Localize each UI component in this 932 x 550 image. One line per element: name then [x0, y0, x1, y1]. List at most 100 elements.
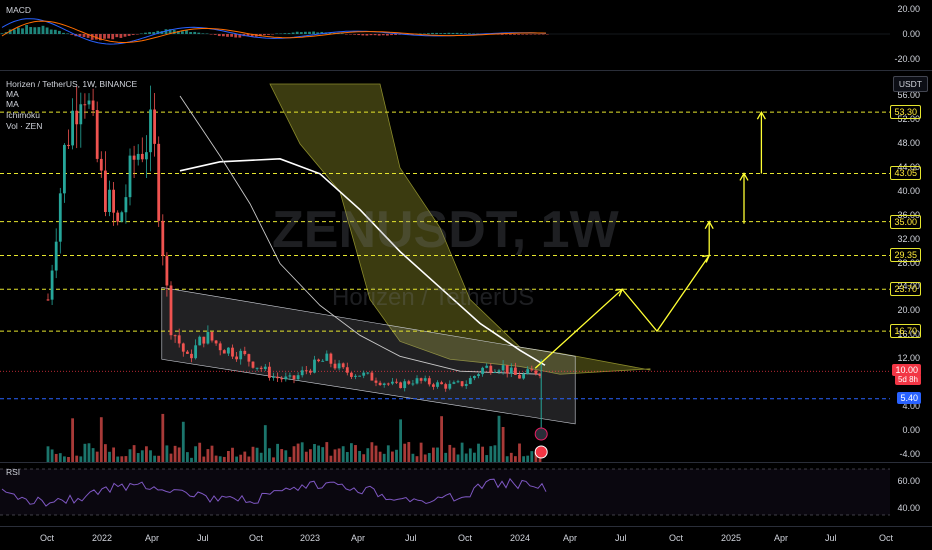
volume-bar	[243, 451, 247, 462]
macd-histogram-bar	[168, 29, 172, 34]
volume-bar	[108, 451, 111, 462]
volume-bar	[370, 442, 374, 462]
macd-histogram-bar	[66, 33, 69, 34]
candle-body	[263, 366, 267, 369]
indicator-ma-2[interactable]: MA	[6, 99, 19, 109]
macd-histogram-bar	[271, 34, 274, 35]
candle-body	[300, 370, 304, 376]
macd-histogram-bar	[525, 34, 529, 35]
candle-body	[530, 369, 534, 371]
candle-body	[58, 193, 62, 242]
projection-arrowhead	[739, 172, 749, 181]
candle-body	[518, 374, 521, 379]
pane-separator[interactable]	[0, 70, 932, 71]
macd-histogram-bar	[291, 32, 295, 34]
macd-histogram-bar	[82, 34, 86, 38]
candle-body	[505, 365, 509, 374]
macd-histogram-bar	[222, 34, 225, 37]
candle-body	[374, 380, 378, 383]
candle-body	[251, 361, 255, 368]
candle-body	[333, 363, 337, 369]
volume-bar	[99, 417, 103, 462]
volume-bar	[382, 453, 386, 462]
macd-pane: MACD 20.00 0.00 -20.00	[0, 0, 932, 70]
macd-histogram-bar	[357, 34, 361, 36]
indicator-ma-1[interactable]: MA	[6, 89, 19, 99]
volume-bar	[345, 452, 349, 462]
candle-body	[194, 345, 197, 359]
macd-histogram-bar	[172, 30, 176, 34]
macd-histogram-bar	[8, 29, 12, 34]
candle-body	[350, 372, 353, 377]
event-lightning-icon	[534, 427, 548, 441]
volume-bar	[296, 443, 300, 462]
macd-histogram-bar	[230, 34, 233, 37]
candle-body	[222, 350, 226, 354]
macd-histogram-bar	[353, 34, 356, 35]
time-axis-label: Apr	[563, 533, 578, 543]
macd-histogram-bar	[504, 34, 508, 35]
volume-bar	[530, 451, 534, 462]
candle-body	[120, 212, 124, 222]
volume-bar	[407, 442, 411, 462]
time-axis-label: Apr	[351, 533, 366, 543]
macd-histogram-bar	[78, 34, 82, 37]
rsi-plot	[0, 468, 890, 516]
volume-bar	[206, 449, 210, 462]
volume-bar	[481, 446, 484, 462]
volume-bar	[436, 447, 439, 462]
candle-body	[198, 336, 202, 346]
volume-bar	[505, 456, 509, 462]
candle-body	[444, 384, 448, 389]
volume-bar	[489, 446, 493, 462]
candle-body	[67, 144, 70, 146]
macd-histogram-bar	[521, 34, 525, 35]
macd-histogram-bar	[37, 27, 41, 34]
volume-bar	[120, 456, 124, 462]
macd-histogram-bar	[369, 34, 373, 36]
macd-histogram-bar	[62, 32, 65, 34]
candle-body	[427, 378, 431, 385]
volume-bar	[235, 456, 238, 462]
volume-bar	[251, 446, 255, 462]
volume-bar	[444, 452, 448, 462]
macd-histogram-bar	[103, 34, 106, 39]
macd-histogram-bar	[537, 34, 541, 35]
ma-long-line	[179, 158, 546, 366]
volume-bar	[112, 447, 115, 462]
candle-body	[227, 347, 230, 354]
volume-bar	[75, 455, 79, 462]
candle-body	[407, 381, 411, 384]
volume-bar	[247, 456, 251, 462]
currency-button[interactable]: USDT	[892, 76, 928, 92]
volume-bar	[411, 453, 415, 462]
time-axis[interactable]: Oct 2022 Apr Jul Oct 2023 Apr Jul Oct 2024 Apr Jul O…	[0, 528, 932, 550]
price-axis-label: 48.00	[897, 137, 920, 148]
candle-body	[317, 359, 320, 362]
volume-bar	[403, 443, 407, 462]
indicator-volume[interactable]: Vol · ZEN	[6, 121, 43, 131]
volume-bar	[378, 451, 382, 462]
macd-histogram-bar	[135, 34, 139, 35]
time-axis-label: Oct	[458, 533, 473, 543]
volume-bar	[116, 456, 120, 462]
candle-body	[247, 354, 251, 362]
macd-histogram-bar	[86, 34, 90, 38]
pane-separator[interactable]	[0, 462, 932, 463]
indicator-ichimoku[interactable]: Ichimoku	[6, 110, 41, 120]
time-axis-label: Jul	[405, 533, 417, 543]
price-plot[interactable]	[0, 72, 932, 462]
macd-histogram-bar	[164, 29, 168, 34]
macd-histogram-bar	[226, 34, 229, 37]
volume-bar	[534, 451, 538, 462]
candle-body	[288, 375, 292, 377]
candle-body	[99, 158, 103, 171]
pane-separator[interactable]	[0, 526, 932, 527]
candle-body	[46, 299, 50, 301]
candle-body	[54, 241, 58, 271]
symbol-title[interactable]: Horizen / TetherUS, 1W, BINANCE	[6, 79, 138, 89]
price-pane[interactable]: ZENUSDT, 1W Horizen / TetherUS Horizen /…	[0, 72, 932, 462]
macd-histogram-bar	[70, 34, 74, 35]
volume-bar	[128, 449, 132, 462]
volume-bar	[272, 457, 275, 462]
